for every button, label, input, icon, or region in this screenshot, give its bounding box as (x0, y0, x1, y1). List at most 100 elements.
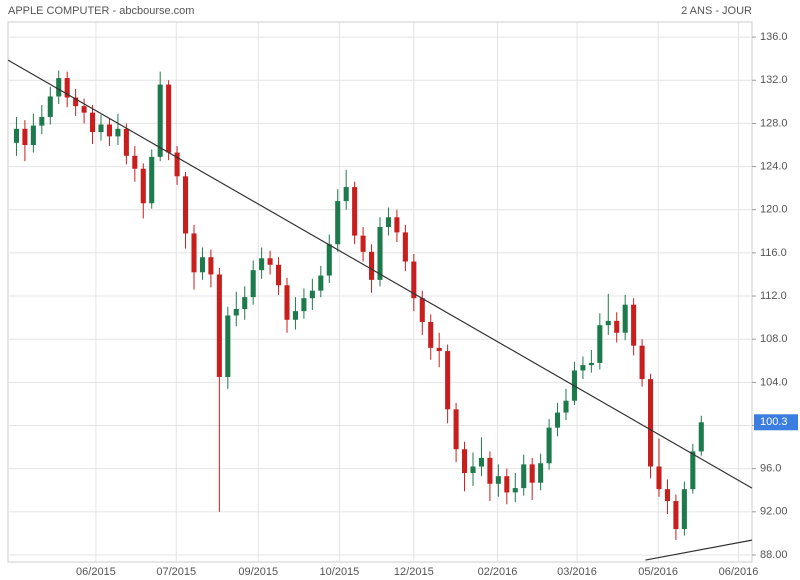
y-tick-label: 112.0 (760, 290, 787, 302)
candle-body (521, 464, 527, 489)
candle-body (166, 84, 172, 153)
candle-body (605, 320, 611, 326)
candle-body (377, 226, 383, 280)
candle-body (614, 320, 620, 333)
candle-body (13, 128, 19, 143)
candle-body (191, 233, 197, 273)
x-tick-label: 03/2016 (557, 566, 597, 578)
candle-body (106, 124, 112, 137)
candle-body (90, 112, 96, 133)
candle-body (478, 457, 484, 467)
candle-body (656, 466, 662, 490)
x-tick-label: 07/2015 (156, 566, 196, 578)
x-tick-label: 05/2016 (638, 566, 678, 578)
y-tick-label: 92.00 (760, 506, 788, 518)
candle-body (318, 275, 324, 291)
candle-body (250, 270, 256, 298)
candle-body (98, 124, 104, 133)
candle-body (546, 427, 552, 464)
chart-subtitle: 2 ANS - JOUR (681, 5, 752, 17)
candle-body (47, 96, 53, 117)
y-tick-label: 124.0 (760, 160, 788, 172)
plot-frame (7, 21, 753, 563)
candle-body (360, 235, 366, 252)
candle-body (81, 106, 87, 113)
y-tick-label: 96.0 (760, 463, 781, 475)
y-tick-label: 132.0 (760, 74, 788, 86)
candle-body (369, 251, 375, 280)
candle-body (648, 379, 654, 467)
y-tick-label: 128.0 (760, 117, 788, 129)
last-price-label: 100.3 (760, 416, 788, 428)
candle-body (149, 156, 155, 204)
candle-body (73, 97, 79, 107)
candle-body (462, 449, 468, 473)
candle-body (259, 258, 265, 271)
candle-body (174, 152, 180, 177)
candle-body (690, 451, 696, 490)
y-tick-label: 120.0 (760, 204, 788, 216)
candle-body (208, 257, 214, 275)
candle-body (436, 347, 442, 352)
candle-body (622, 304, 628, 333)
candle-body (352, 187, 358, 236)
candle-body (225, 315, 231, 377)
candle-body (276, 264, 282, 286)
candle-body (555, 412, 561, 428)
candle-body (335, 201, 341, 245)
x-tick-label: 10/2015 (320, 566, 360, 578)
candle-body (39, 116, 45, 126)
candle-body (233, 308, 239, 316)
candle-body (292, 311, 298, 320)
candle-body (140, 168, 146, 204)
candle-body (22, 128, 28, 145)
candle-body (411, 261, 417, 299)
candle-body (504, 476, 510, 493)
candle-body (199, 257, 205, 273)
candle-body (267, 258, 273, 265)
y-tick-label: 108.0 (760, 333, 788, 345)
candle-body (242, 297, 248, 309)
candle-body (453, 409, 459, 450)
chart-title: APPLE COMPUTER - abcbourse.com (8, 5, 194, 17)
x-tick-label: 06/2016 (719, 566, 759, 578)
candle-body (563, 400, 569, 413)
candle-body (495, 476, 501, 484)
candle-body (56, 78, 62, 97)
candle-body (326, 244, 332, 276)
candle-body (123, 128, 129, 156)
candle-body (385, 217, 391, 227)
candle-body (419, 298, 425, 322)
candle-body (30, 125, 36, 145)
candle-body (631, 304, 637, 346)
candle-body (402, 232, 408, 262)
x-tick-label: 09/2015 (238, 566, 278, 578)
x-tick-label: 12/2015 (394, 566, 434, 578)
candle-body (132, 155, 138, 169)
candle-body (529, 464, 535, 483)
candle-body (597, 325, 603, 363)
candle-body (115, 128, 121, 137)
trendline (7, 59, 753, 489)
candle-body (428, 321, 434, 348)
candle-body (588, 362, 594, 366)
last-price-box (754, 414, 798, 431)
candle-body (445, 351, 451, 410)
candle-body (487, 457, 493, 484)
candle-body (698, 422, 704, 452)
candle-body (538, 463, 544, 483)
x-tick-label: 02/2016 (478, 566, 518, 578)
candle-body (673, 501, 679, 530)
trendline (645, 539, 753, 561)
candle-body (64, 78, 70, 98)
candle-body (183, 176, 189, 234)
candle-body (301, 298, 307, 312)
x-tick-label: 06/2015 (76, 566, 116, 578)
candle-body (580, 365, 586, 371)
candle-body (681, 489, 687, 530)
candle-body (343, 187, 349, 202)
y-tick-label: 88.00 (760, 549, 788, 561)
candle-body (309, 290, 315, 299)
candle-body (664, 489, 670, 502)
